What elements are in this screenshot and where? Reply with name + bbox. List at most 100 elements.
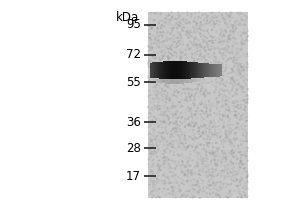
Point xyxy=(156,68,161,71)
Point xyxy=(196,38,201,41)
Point xyxy=(149,73,154,76)
Point xyxy=(208,119,213,123)
Point xyxy=(167,123,172,126)
Point xyxy=(186,172,190,175)
Point xyxy=(213,194,218,197)
Point xyxy=(195,74,200,78)
Point xyxy=(164,14,169,17)
Point xyxy=(155,62,160,65)
Point xyxy=(174,119,179,122)
Point xyxy=(245,93,250,97)
Point xyxy=(150,45,155,49)
Point xyxy=(236,112,241,115)
Text: 55: 55 xyxy=(126,75,141,88)
Point xyxy=(168,130,173,133)
Point xyxy=(215,194,220,197)
Point xyxy=(171,196,176,199)
Point xyxy=(213,78,218,81)
Point xyxy=(203,49,208,52)
Point xyxy=(243,182,248,185)
Point xyxy=(190,174,195,177)
Point xyxy=(170,135,175,138)
Point xyxy=(245,149,250,152)
Point xyxy=(211,15,216,18)
Bar xyxy=(155,79,156,82)
Point xyxy=(182,169,187,173)
Point xyxy=(184,195,188,199)
Point xyxy=(185,62,190,65)
Point xyxy=(206,140,211,143)
Point xyxy=(228,140,233,143)
Point xyxy=(154,69,159,72)
Point xyxy=(202,117,207,120)
Point xyxy=(194,27,199,30)
Point xyxy=(204,106,208,110)
Point xyxy=(180,28,185,31)
Point xyxy=(245,64,250,67)
Point xyxy=(149,122,154,125)
Point xyxy=(163,193,168,197)
Point xyxy=(148,108,153,111)
Point xyxy=(204,51,209,54)
Point xyxy=(185,87,190,91)
Point xyxy=(167,116,172,120)
Point xyxy=(209,80,214,83)
Point xyxy=(207,104,212,107)
Point xyxy=(176,160,181,164)
Point xyxy=(230,154,235,157)
Point xyxy=(194,180,199,183)
Point xyxy=(214,105,219,108)
Point xyxy=(205,15,210,18)
Point xyxy=(222,177,227,180)
Point xyxy=(188,144,192,147)
Point xyxy=(199,168,204,171)
Point xyxy=(169,28,174,31)
Point xyxy=(186,44,190,47)
Point xyxy=(235,66,240,69)
Point xyxy=(224,68,229,71)
Point xyxy=(175,126,179,129)
Point xyxy=(220,126,225,129)
Point xyxy=(197,102,202,105)
Point xyxy=(199,52,204,55)
Point xyxy=(192,103,197,106)
Point xyxy=(233,71,238,74)
Point xyxy=(222,120,226,123)
Point xyxy=(146,95,151,98)
Point xyxy=(173,120,178,123)
Point xyxy=(149,165,154,168)
Point xyxy=(218,88,222,92)
Point xyxy=(188,153,193,156)
Point xyxy=(224,63,229,67)
Point xyxy=(155,12,160,15)
Point xyxy=(170,128,175,131)
Point xyxy=(239,85,244,88)
Point xyxy=(220,157,225,161)
Point xyxy=(164,176,169,179)
Point xyxy=(178,32,182,36)
Point xyxy=(173,173,178,176)
Point xyxy=(190,81,194,84)
Bar xyxy=(201,79,202,81)
Point xyxy=(165,86,170,89)
Point xyxy=(210,152,215,155)
Point xyxy=(211,25,216,28)
Point xyxy=(207,185,212,188)
Point xyxy=(212,124,217,127)
Point xyxy=(218,20,222,23)
Point xyxy=(238,71,242,75)
Point xyxy=(177,94,182,97)
Point xyxy=(184,53,189,56)
Point xyxy=(199,62,204,66)
Point xyxy=(201,112,206,115)
Point xyxy=(208,121,213,125)
Point xyxy=(183,97,188,100)
Bar xyxy=(179,79,180,84)
Point xyxy=(189,172,194,175)
Point xyxy=(162,53,167,56)
Point xyxy=(166,59,171,63)
Point xyxy=(220,13,224,16)
Point xyxy=(164,62,169,65)
Point xyxy=(230,174,235,177)
Point xyxy=(186,134,190,137)
